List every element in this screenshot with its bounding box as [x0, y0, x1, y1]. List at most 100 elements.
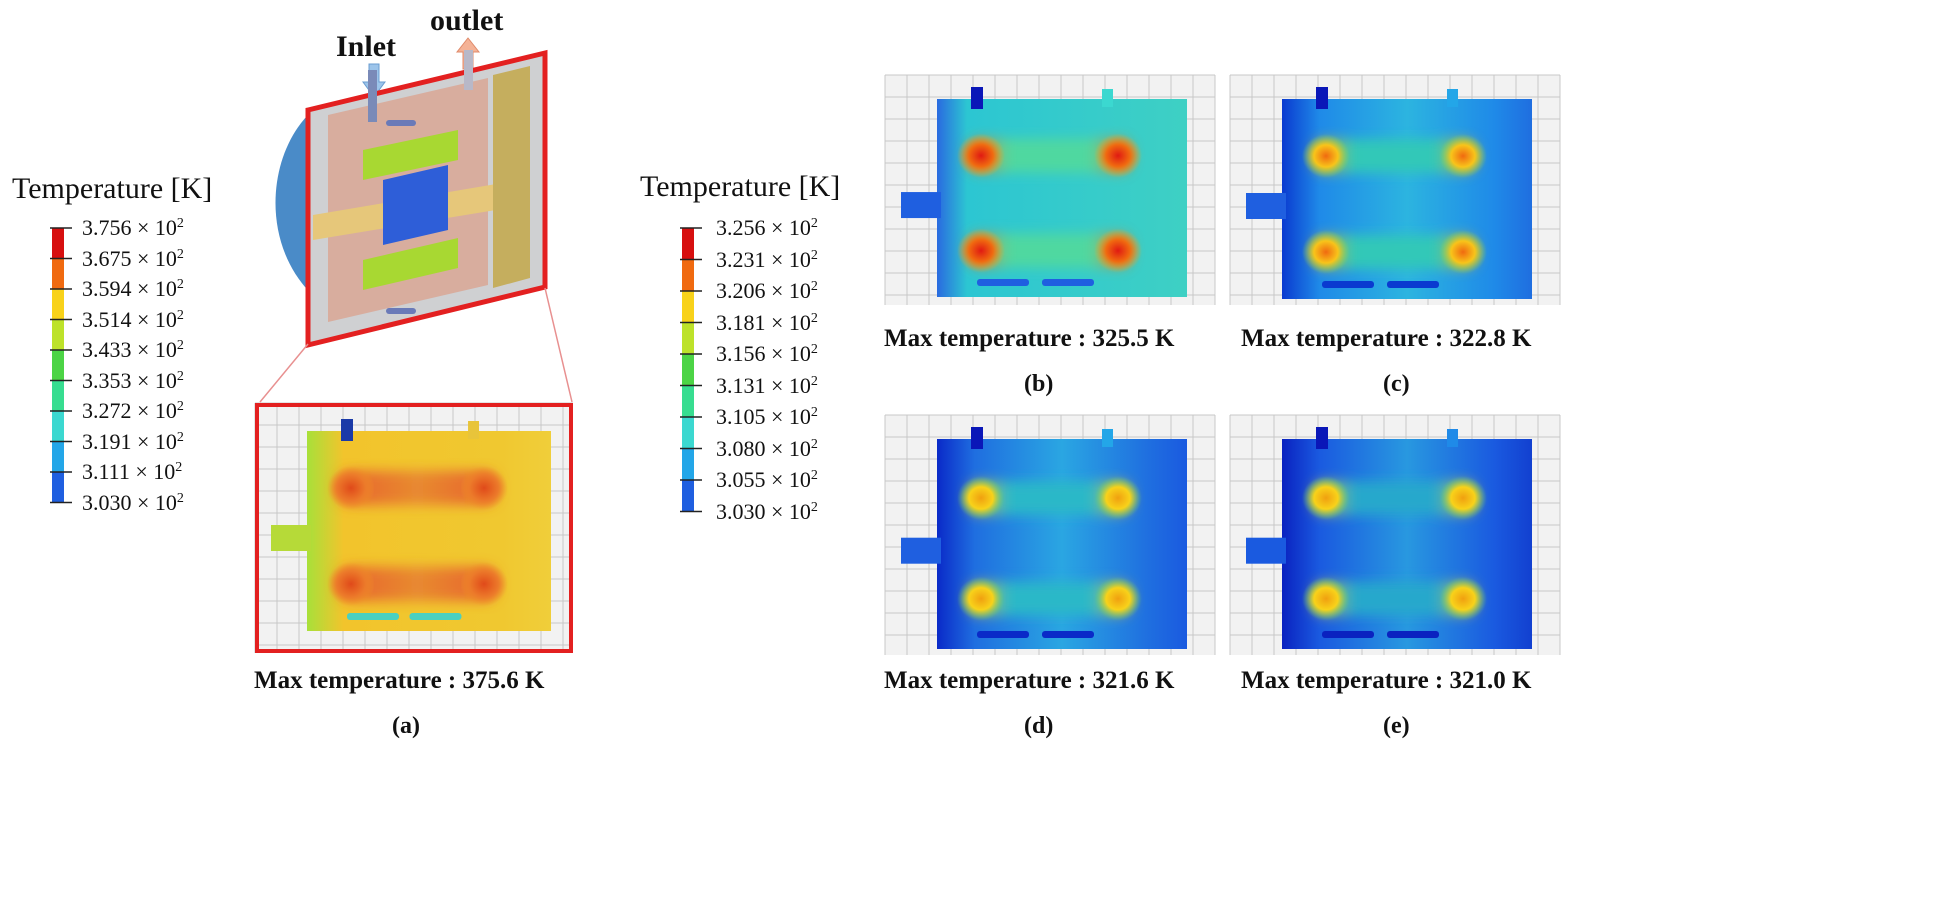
right-legend-tick-label: 3.131 × 102 — [716, 372, 818, 398]
cooling-slot — [347, 613, 399, 620]
panel-e-label: (e) — [1383, 713, 1410, 739]
hot-spot — [460, 466, 509, 510]
left-legend-title: Temperature [K] — [12, 172, 213, 205]
outlet-port — [1102, 89, 1113, 107]
panel-d-label: (d) — [1024, 713, 1054, 739]
hot-spot — [1094, 133, 1142, 178]
panel-d-contour — [884, 414, 1216, 655]
right-legend-color-band — [682, 354, 694, 386]
cooling-slot — [409, 613, 462, 620]
left-legend-tick-label: 3.272 × 102 — [82, 398, 184, 423]
zoom-frame — [255, 403, 573, 653]
left-legend-color-band — [52, 228, 64, 259]
panel-b-contour — [884, 74, 1216, 305]
right-legend-tick-label: 3.030 × 102 — [716, 498, 818, 524]
left-legend-color-band — [52, 289, 64, 320]
left-legend-tick-label: 3.191 × 102 — [82, 428, 184, 454]
left-legend-tick-label: 3.353 × 102 — [82, 367, 184, 393]
cooling-slot — [1387, 631, 1439, 638]
panel-c-caption: Max temperature : 322.8 K — [1241, 325, 1532, 352]
right-legend-tick-label: 3.231 × 102 — [716, 246, 818, 272]
left-legend-tick-label: 3.594 × 102 — [82, 276, 184, 301]
right-legend-color-band — [682, 228, 694, 260]
hot-spot — [957, 133, 1005, 178]
outlet-port — [1447, 89, 1458, 107]
cooling-slot — [1387, 281, 1439, 288]
hot-spot — [327, 466, 375, 510]
cooling-slot — [977, 631, 1029, 638]
left-legend-color-band — [52, 258, 64, 289]
left-legend-color-band — [52, 441, 64, 472]
hot-spot — [327, 562, 375, 606]
left-legend-colorbar — [50, 227, 72, 504]
right-legend-color-band — [682, 259, 694, 291]
inlet-port — [1316, 427, 1328, 449]
left-legend-color-band — [52, 380, 64, 411]
winding-heat-band — [967, 233, 1132, 268]
panel-a-caption: Max temperature : 375.6 K — [254, 667, 545, 694]
inlet-port — [971, 427, 983, 449]
hot-spot — [957, 228, 1005, 273]
right-legend-tick-label: 3.105 × 102 — [716, 404, 818, 429]
winding-heat-band — [967, 138, 1132, 173]
hot-spot — [1094, 228, 1142, 273]
hot-spot — [1439, 576, 1487, 621]
inlet-port — [971, 87, 983, 109]
hot-spot — [1302, 576, 1350, 621]
hot-spot — [1439, 134, 1487, 178]
panel-b-caption: Max temperature : 325.5 K — [884, 325, 1175, 352]
outlet-port — [1447, 429, 1458, 447]
winding-heat-band — [1312, 139, 1477, 173]
hot-spot — [1094, 576, 1142, 621]
right-legend-color-band — [682, 417, 694, 449]
left-legend-tick-label: 3.030 × 102 — [82, 489, 184, 515]
cooling-slot — [977, 279, 1029, 286]
hot-spot — [1302, 134, 1350, 178]
right-legend-color-band — [682, 385, 694, 417]
hot-spot — [957, 476, 1005, 520]
winding-heat-band — [967, 581, 1132, 616]
panel-c-label: (c) — [1383, 371, 1410, 397]
hot-spot — [1439, 476, 1487, 520]
winding-heat-band — [967, 481, 1132, 515]
hot-spot — [1094, 476, 1142, 520]
outlet-port — [468, 421, 480, 439]
left-legend-tick-label: 3.756 × 102 — [82, 215, 184, 240]
right-legend-tick-label: 3.206 × 102 — [716, 278, 818, 303]
left-legend-tick-label: 3.433 × 102 — [82, 337, 184, 362]
cooling-slot — [1322, 281, 1374, 288]
cooling-slot — [1042, 279, 1094, 286]
left-legend-color-band — [52, 319, 64, 350]
panel-c-contour — [1229, 74, 1561, 305]
left-legend-color-band — [52, 472, 64, 503]
hot-spot — [1439, 230, 1487, 274]
winding-heat-band — [337, 567, 499, 601]
outlet-label: outlet — [430, 4, 504, 37]
panel-a-contour — [254, 402, 573, 653]
hot-spot — [957, 576, 1005, 621]
winding-heat-band — [337, 471, 499, 505]
side-port — [901, 192, 941, 219]
left-legend-tick-label: 3.675 × 102 — [82, 245, 184, 271]
right-legend-color-band — [682, 291, 694, 323]
winding-heat-band — [1312, 581, 1477, 616]
left-legend-color-band — [52, 411, 64, 442]
winding-heat-band — [1312, 481, 1477, 515]
right-legend-tick-label: 3.156 × 102 — [716, 341, 818, 366]
panel-b-label: (b) — [1024, 371, 1054, 397]
motor-3d-section-view — [275, 49, 548, 349]
side-port — [1246, 537, 1286, 564]
hot-spot — [460, 562, 509, 606]
side-port — [1246, 193, 1286, 219]
outlet-port — [1102, 429, 1113, 447]
right-legend-color-band — [682, 322, 694, 354]
panel-a-label: (a) — [392, 713, 420, 739]
right-legend-tick-label: 3.055 × 102 — [716, 467, 818, 492]
right-legend-title: Temperature [K] — [640, 170, 841, 203]
cooling-slot — [1042, 631, 1094, 638]
side-port — [271, 525, 311, 551]
winding-heat-band — [1312, 235, 1477, 269]
panel-e-caption: Max temperature : 321.0 K — [1241, 667, 1532, 694]
right-legend-color-band — [682, 480, 694, 512]
